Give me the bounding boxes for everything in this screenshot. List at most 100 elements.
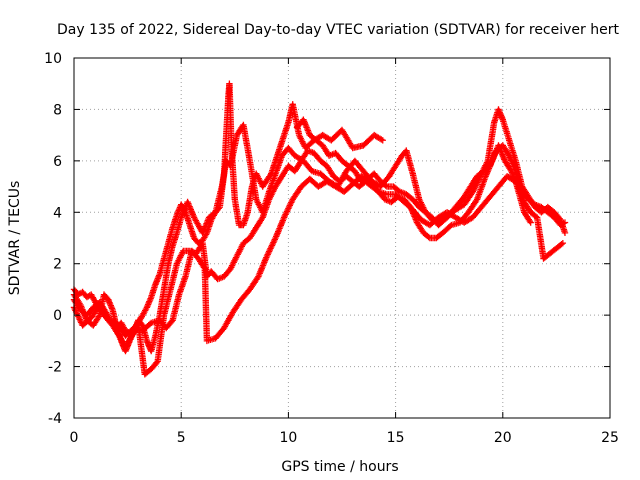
data-point xyxy=(538,203,550,215)
x-axis-label: GPS time / hours xyxy=(281,459,398,475)
y-tick-label: 10 xyxy=(44,51,62,67)
data-point xyxy=(195,255,208,271)
data-point xyxy=(229,297,244,316)
data-point xyxy=(313,137,325,148)
x-tick-label: 5 xyxy=(177,430,186,446)
y-tick-label: 2 xyxy=(53,257,62,273)
data-point xyxy=(141,367,154,378)
data-point xyxy=(238,287,252,303)
data-point xyxy=(422,209,435,222)
data-point xyxy=(169,293,182,324)
data-point xyxy=(454,194,467,208)
data-point xyxy=(259,171,274,190)
data-point xyxy=(484,120,498,165)
data-point xyxy=(88,291,98,304)
data-point xyxy=(212,326,227,342)
data-point xyxy=(332,149,345,163)
data-point xyxy=(205,210,218,221)
x-tick-label: 15 xyxy=(387,430,405,446)
data-point xyxy=(122,334,135,350)
data-point xyxy=(392,191,407,205)
data-point xyxy=(506,137,519,163)
axis-ticks: 0 5 10 15 20 25 -4 -2 0 2 4 6 8 10 xyxy=(44,51,619,446)
y-tick-label: 4 xyxy=(53,205,62,221)
data-point xyxy=(379,137,386,144)
data-point xyxy=(557,220,567,229)
data-point xyxy=(263,236,278,260)
series-track-4 xyxy=(70,173,534,345)
data-point xyxy=(227,133,240,170)
data-point xyxy=(340,181,355,195)
data-point xyxy=(467,174,480,190)
series-track-5 xyxy=(293,116,569,229)
data-point xyxy=(435,215,447,226)
data-point xyxy=(473,169,486,180)
data-point xyxy=(310,149,323,163)
data-point xyxy=(135,317,145,328)
data-point xyxy=(317,157,329,169)
data-point xyxy=(409,206,424,222)
data-point xyxy=(420,229,432,241)
data-point xyxy=(152,272,163,288)
data-point xyxy=(83,305,96,319)
data-point xyxy=(298,148,310,165)
data-point xyxy=(291,159,304,175)
y-tick-label: 6 xyxy=(53,154,62,170)
data-point xyxy=(561,229,569,237)
data-point xyxy=(499,142,512,158)
data-point xyxy=(323,178,338,189)
data-point xyxy=(433,230,445,242)
data-point xyxy=(272,154,285,177)
data-point xyxy=(338,157,351,169)
y-tick-label: 8 xyxy=(53,102,62,118)
data-point xyxy=(506,152,519,173)
data-point xyxy=(79,315,94,329)
data-point xyxy=(139,305,150,319)
data-point xyxy=(195,238,205,247)
data-point xyxy=(338,126,355,150)
data-point xyxy=(306,131,319,143)
data-point xyxy=(182,249,195,280)
data-point xyxy=(401,198,415,212)
data-point xyxy=(300,116,313,137)
data-point xyxy=(265,172,279,195)
data-point xyxy=(480,163,492,175)
data-point xyxy=(371,131,385,143)
data-point xyxy=(546,246,559,257)
data-point xyxy=(156,287,167,319)
data-point xyxy=(441,210,454,221)
data-point xyxy=(386,164,398,180)
data-point xyxy=(83,292,93,301)
data-point xyxy=(302,138,317,152)
x-tick-label: 0 xyxy=(70,430,79,446)
data-point xyxy=(377,178,389,189)
data-point xyxy=(188,247,201,261)
data-point xyxy=(413,219,426,235)
data-point xyxy=(276,120,292,152)
data-point xyxy=(439,223,454,237)
data-point xyxy=(259,197,272,221)
data-point xyxy=(501,157,514,173)
data-point xyxy=(173,249,186,267)
y-tick-label: 0 xyxy=(53,308,62,324)
data-point xyxy=(518,188,531,202)
data-point xyxy=(559,239,567,247)
data-point xyxy=(109,322,122,338)
data-point xyxy=(351,157,366,174)
data-point xyxy=(319,142,332,158)
data-point xyxy=(473,174,489,203)
data-point xyxy=(403,191,415,202)
data-point xyxy=(499,116,512,142)
data-point xyxy=(100,291,111,302)
data-point xyxy=(272,174,285,190)
data-point xyxy=(246,157,260,201)
data-point xyxy=(551,209,563,222)
data-point xyxy=(409,170,422,201)
data-point xyxy=(403,147,416,176)
data-point xyxy=(527,219,534,226)
data-point xyxy=(486,148,499,170)
data-point xyxy=(544,203,557,215)
data-point xyxy=(486,184,501,201)
